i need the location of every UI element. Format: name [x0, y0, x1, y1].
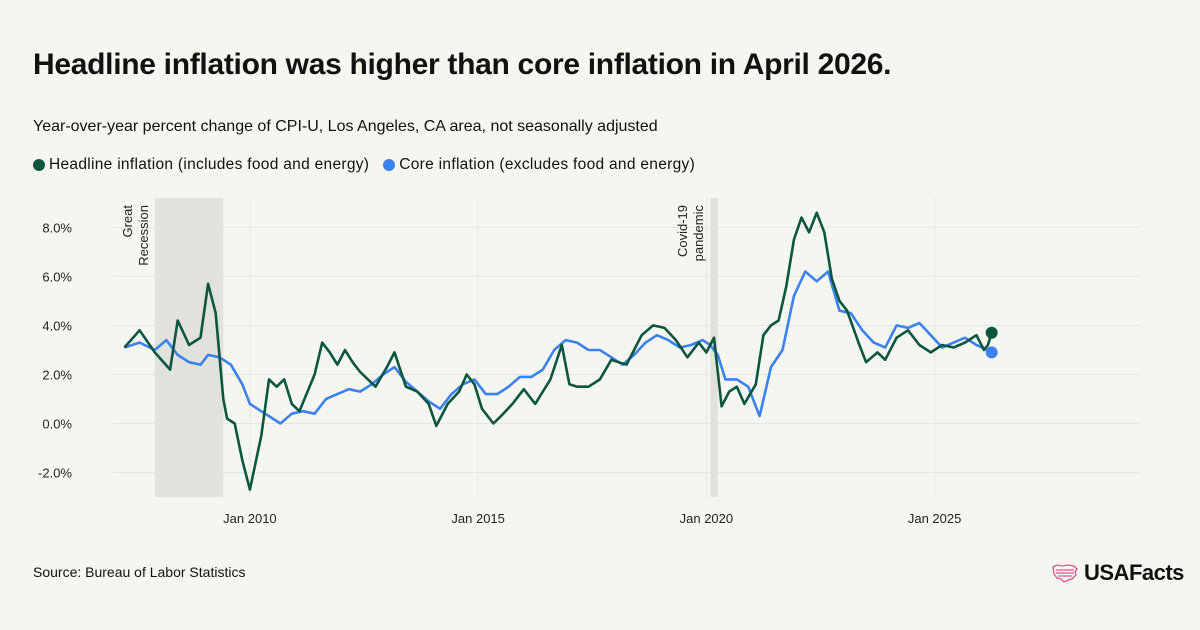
x-tick-label: Jan 2020: [680, 511, 734, 526]
legend-dot-headline: [33, 159, 45, 171]
annotation-label: Covid-19 pandemic: [675, 205, 706, 262]
y-tick-label: 8.0%: [42, 220, 72, 235]
x-tick-label: Jan 2010: [223, 511, 277, 526]
us-map-flag-icon: [1052, 564, 1078, 583]
core-series-line: [124, 270, 993, 425]
chart-legend: Headline inflation (includes food and en…: [33, 156, 695, 174]
headline-series-line: [123, 211, 993, 491]
annotation-label-line: Covid-19: [675, 205, 690, 257]
usafacts-logo[interactable]: USAFacts: [1052, 560, 1184, 586]
core-endpoint[interactable]: [985, 346, 998, 359]
y-tick-label: 6.0%: [42, 269, 72, 284]
annotation-label: Great Recession: [120, 205, 151, 266]
annotation-label-line: Great: [120, 205, 135, 238]
y-tick-label: -2.0%: [38, 465, 72, 480]
series-layer: [123, 211, 998, 491]
legend-label-core: Core inflation (excludes food and energy…: [399, 156, 696, 173]
legend-item-core[interactable]: Core inflation (excludes food and energy…: [383, 156, 695, 174]
x-tick-label: Jan 2025: [908, 511, 962, 526]
axis-labels: 8.0% 6.0% 4.0% 2.0% 0.0% -2.0% Jan 2010 Jan 201…: [38, 220, 961, 526]
annotation-bands: Great Recession Covid-19 pandemic: [120, 198, 718, 497]
y-tick-label: 4.0%: [42, 318, 72, 333]
source-note: Source: Bureau of Labor Statistics: [33, 564, 246, 580]
x-tick-label: Jan 2015: [451, 511, 505, 526]
grid-layer: [113, 198, 1140, 497]
page-title: Headline inflation was higher than core …: [33, 48, 892, 81]
annotation-label-line: pandemic: [691, 205, 706, 262]
legend-item-headline[interactable]: Headline inflation (includes food and en…: [33, 156, 369, 174]
legend-dot-core: [383, 159, 396, 171]
y-tick-label: 0.0%: [42, 416, 72, 431]
annotation-label-line: Recession: [136, 205, 151, 266]
y-tick-label: 2.0%: [42, 367, 72, 382]
legend-label-headline: Headline inflation (includes food and en…: [49, 156, 370, 173]
headline-endpoint[interactable]: [985, 326, 998, 339]
chart-subtitle: Year-over-year percent change of CPI-U, …: [33, 118, 658, 135]
logo-text: USAFacts: [1084, 560, 1184, 585]
annotation-band: [154, 198, 224, 497]
